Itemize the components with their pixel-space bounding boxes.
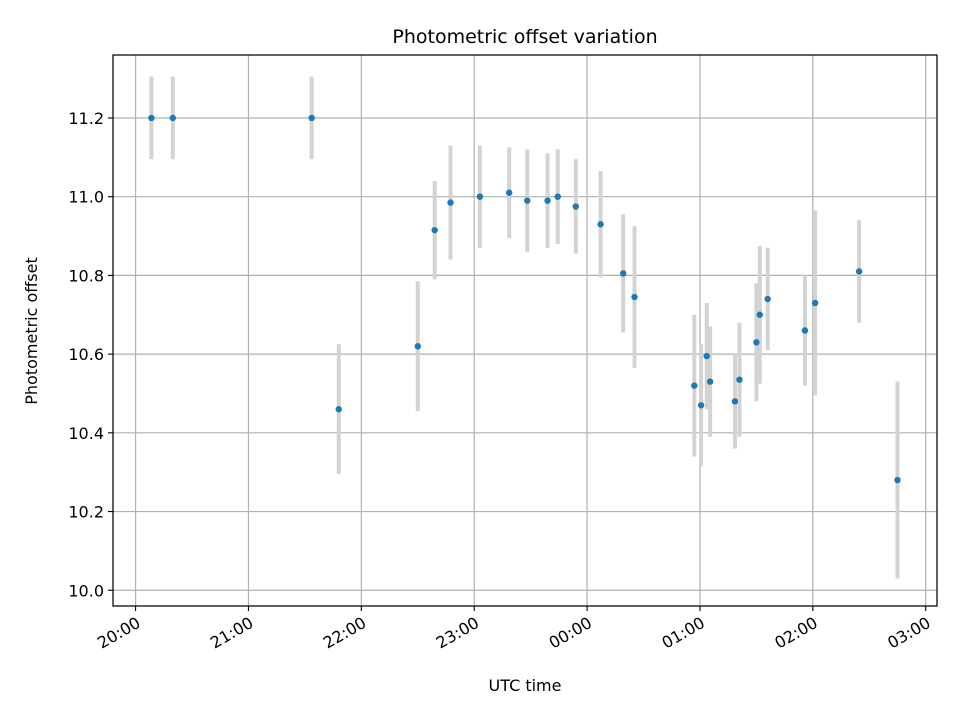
y-axis: 10.0 10.2 10.4 10.6 10.8 11.0 11.2 — [68, 109, 113, 600]
x-axis-label: UTC time — [489, 676, 562, 695]
errorbar-layer — [149, 76, 900, 579]
data-point — [414, 343, 421, 350]
y-tick-label: 10.0 — [68, 581, 104, 600]
data-point — [697, 402, 705, 409]
data-point — [731, 398, 739, 405]
data-point — [894, 476, 901, 484]
y-tick-label: 10.4 — [68, 424, 104, 443]
x-tick-label: 03:00 — [884, 613, 933, 653]
data-point — [476, 193, 484, 200]
y-tick-label: 10.2 — [68, 503, 104, 522]
data-point — [753, 339, 760, 346]
data-point — [631, 293, 638, 301]
y-axis-label: Photometric offset — [22, 257, 41, 405]
data-point — [554, 193, 561, 200]
x-tick-label: 22:00 — [320, 613, 369, 653]
chart-title: Photometric offset variation — [392, 26, 657, 48]
y-tick-label: 10.8 — [68, 266, 104, 285]
data-point — [505, 189, 513, 196]
y-tick-label: 11.0 — [68, 188, 104, 207]
data-point — [308, 114, 315, 122]
data-point — [756, 311, 763, 318]
x-tick-label: 01:00 — [659, 613, 708, 653]
x-tick-label: 23:00 — [433, 613, 482, 653]
x-tick-label: 00:00 — [546, 613, 595, 653]
data-point — [811, 299, 819, 307]
data-point — [572, 203, 579, 210]
data-point — [544, 197, 551, 204]
data-point — [524, 197, 531, 204]
x-tick-label: 02:00 — [771, 613, 820, 653]
data-point — [148, 114, 155, 122]
y-tick-label: 10.6 — [68, 345, 104, 364]
data-point — [620, 270, 627, 277]
x-tick-label: 20:00 — [94, 613, 143, 653]
grid-layer — [113, 55, 937, 606]
y-tick-label: 11.2 — [68, 109, 104, 128]
plot-frame — [112, 54, 938, 607]
point-layer — [148, 114, 901, 484]
data-point — [431, 226, 438, 234]
data-point — [703, 352, 710, 360]
data-point — [736, 376, 743, 383]
data-point — [597, 221, 604, 228]
data-point — [169, 114, 177, 122]
data-point — [706, 378, 714, 385]
data-point — [691, 382, 698, 389]
data-point — [855, 268, 863, 275]
data-point — [447, 199, 454, 206]
x-tick-label: 21:00 — [207, 613, 256, 653]
data-point — [764, 295, 771, 303]
x-axis: 20:00 21:00 22:00 23:00 00:00 01:00 02:00 03:00 — [94, 606, 934, 653]
data-point — [335, 406, 342, 413]
data-point — [801, 327, 809, 334]
